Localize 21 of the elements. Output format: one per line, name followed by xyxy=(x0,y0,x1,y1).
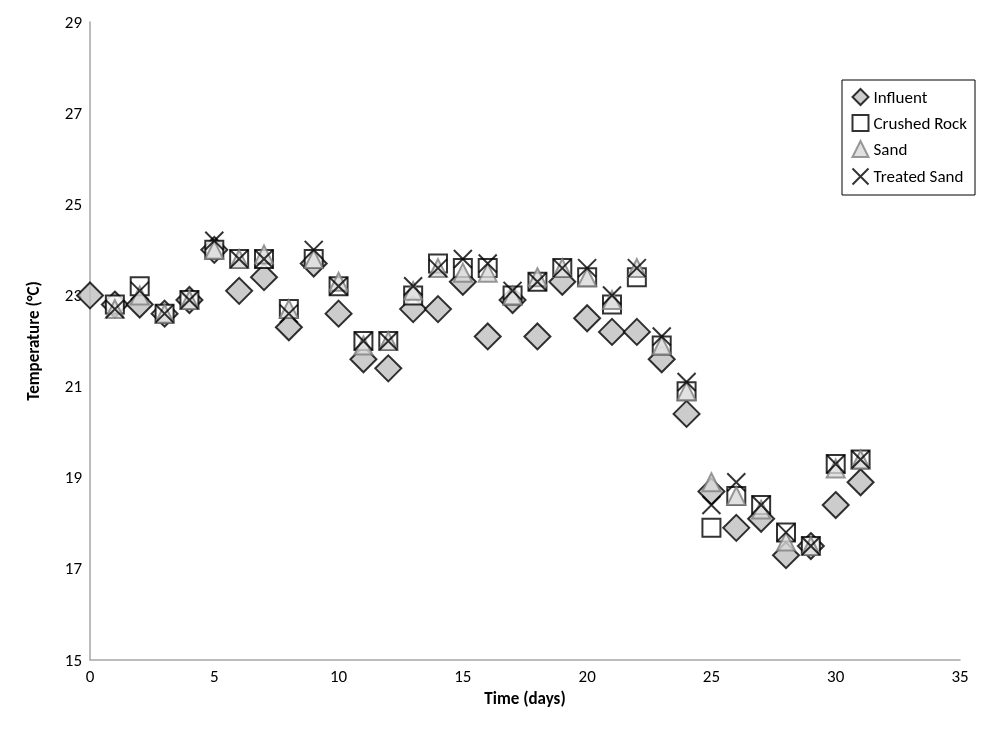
x-tick-label: 5 xyxy=(209,666,219,687)
x-tick-label: 20 xyxy=(578,666,597,687)
x-tick-label: 0 xyxy=(85,666,95,687)
legend-label: Crushed Rock xyxy=(873,112,968,134)
x-tick-label: 10 xyxy=(329,666,348,687)
y-tick-label: 19 xyxy=(64,467,83,489)
x-tick-label: 30 xyxy=(827,666,845,687)
y-tick-label: 25 xyxy=(64,193,82,215)
y-tick-label: 15 xyxy=(64,649,82,671)
x-tick-label: 35 xyxy=(951,666,969,687)
legend-label: Treated Sand xyxy=(873,166,964,187)
y-tick-label: 21 xyxy=(64,376,82,398)
x-tick-label: 25 xyxy=(702,666,721,687)
y-tick-label: 27 xyxy=(64,102,83,124)
legend-label: Sand xyxy=(873,138,908,160)
x-tick-label: 15 xyxy=(454,666,472,687)
x-axis-title: Time (days) xyxy=(484,687,566,709)
y-tick-label: 17 xyxy=(64,558,83,580)
legend-label: Influent xyxy=(873,86,928,108)
y-axis-title: Temperature (°C) xyxy=(23,281,44,401)
y-tick-label: 29 xyxy=(64,11,83,33)
